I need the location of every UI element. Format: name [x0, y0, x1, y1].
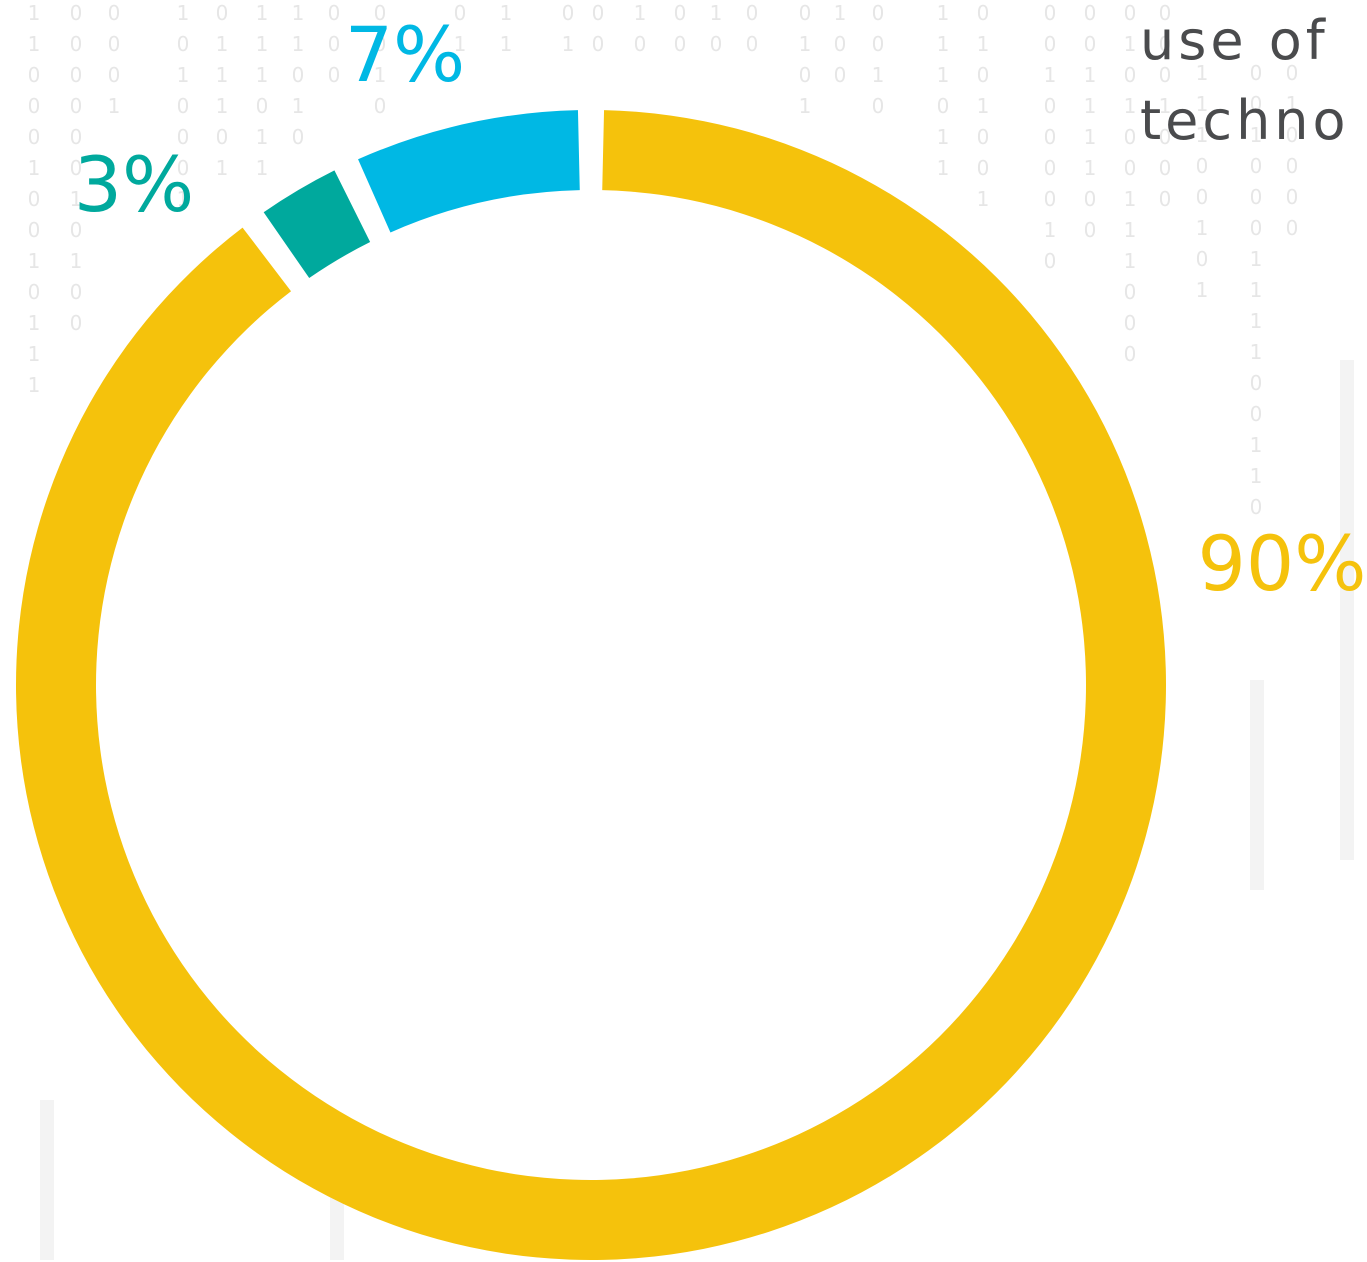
donut-slice-90 — [16, 110, 1166, 1260]
slice-label-90: 90% — [1198, 519, 1367, 608]
donut-slice-3 — [264, 170, 370, 278]
donut-slice-7 — [358, 110, 580, 232]
heading-line-2: techno — [1140, 94, 1350, 148]
slice-label-7: 7% — [345, 10, 466, 99]
slice-label-3: 3% — [74, 140, 195, 229]
heading-line-1: use of — [1140, 14, 1329, 68]
